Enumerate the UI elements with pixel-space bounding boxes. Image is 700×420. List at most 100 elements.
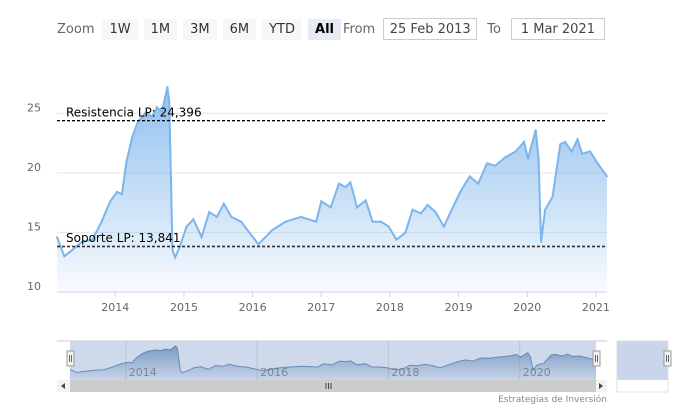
- y-axis: 10 15 20 25: [27, 101, 41, 293]
- data-point: [315, 220, 318, 223]
- data-point: [145, 111, 148, 114]
- scrollbar-thumb[interactable]: [70, 380, 596, 392]
- data-point: [570, 150, 573, 153]
- data-point: [344, 186, 347, 189]
- zoom-label: Zoom: [57, 21, 95, 37]
- data-point: [395, 238, 398, 241]
- data-point: [109, 200, 112, 203]
- data-point: [136, 120, 139, 123]
- data-point: [116, 190, 119, 193]
- navigator[interactable]: 2014201620182020: [57, 340, 672, 393]
- data-point: [150, 115, 153, 118]
- data-point: [192, 218, 195, 221]
- data-point: [468, 175, 471, 178]
- to-date-input[interactable]: 1 Mar 2021: [510, 18, 605, 40]
- credits[interactable]: Estrategias de Inversión: [498, 395, 607, 405]
- series-line: [56, 86, 608, 261]
- x-axis: 2014 2015 2016 2017 2018 2019 2020 2021: [57, 291, 610, 314]
- data-point: [540, 240, 543, 243]
- data-point: [300, 215, 303, 218]
- x-tick-label: 2019: [445, 301, 473, 314]
- data-point: [185, 225, 188, 228]
- scroll-left-arrow-icon[interactable]: [61, 383, 65, 389]
- data-point: [537, 156, 540, 159]
- y-tick-label: 25: [27, 101, 41, 114]
- data-point: [526, 157, 529, 160]
- data-point: [514, 150, 517, 153]
- data-point: [80, 240, 83, 243]
- data-point: [534, 128, 537, 131]
- data-point: [364, 199, 367, 202]
- x-tick-label: 2021: [582, 301, 610, 314]
- x-tick-label: 2018: [376, 301, 404, 314]
- data-point: [240, 220, 243, 223]
- data-point: [380, 220, 383, 223]
- data-point: [56, 236, 58, 239]
- data-point: [120, 193, 123, 196]
- range-button-1m[interactable]: 1M: [143, 18, 178, 40]
- navigator-series-area: [70, 346, 596, 380]
- data-point: [208, 211, 211, 214]
- data-point: [160, 111, 163, 114]
- data-point: [434, 211, 437, 214]
- data-point: [131, 136, 134, 139]
- data-point: [215, 215, 218, 218]
- series-area: [57, 87, 607, 292]
- navigator-series-line: [69, 345, 597, 374]
- series-points: [56, 86, 608, 259]
- data-point: [596, 162, 599, 165]
- data-point: [320, 200, 323, 203]
- range-selector: Zoom 1W 1M 3M 6M YTD All From 25 Feb 201…: [57, 17, 605, 41]
- data-point: [426, 204, 429, 207]
- data-point: [284, 220, 287, 223]
- range-button-all[interactable]: All: [308, 18, 341, 40]
- from-date-input[interactable]: 25 Feb 2013: [383, 18, 478, 40]
- data-point: [174, 256, 177, 259]
- y-tick-label: 20: [27, 161, 41, 174]
- x-tick-label: 2015: [170, 301, 198, 314]
- range-button-6m[interactable]: 6M: [222, 18, 257, 40]
- range-button-1w[interactable]: 1W: [102, 18, 138, 40]
- data-point: [559, 143, 562, 146]
- data-point: [387, 225, 390, 228]
- range-button-ytd[interactable]: YTD: [262, 18, 303, 40]
- data-point: [329, 206, 332, 209]
- x-tick-label: 2017: [307, 301, 335, 314]
- navigator-handle-left[interactable]: [66, 350, 75, 367]
- y-tick-label: 15: [27, 220, 41, 233]
- data-point: [168, 100, 171, 103]
- data-point: [155, 106, 158, 109]
- data-point: [419, 212, 422, 215]
- data-point: [100, 220, 103, 223]
- x-tick-label: 2014: [101, 301, 129, 314]
- data-point: [257, 243, 260, 246]
- data-point: [477, 182, 480, 185]
- x-tick-label: 2016: [239, 301, 267, 314]
- plot-line-label: Resistencia LP: 24,396: [66, 105, 202, 119]
- scroll-right-arrow-icon[interactable]: [599, 383, 603, 389]
- navigator-handle-right[interactable]: [592, 350, 601, 367]
- data-point: [494, 164, 497, 167]
- data-point: [230, 215, 233, 218]
- plot-line-label: Soporte LP: 13,841: [66, 231, 181, 245]
- data-point: [70, 249, 73, 252]
- data-point: [371, 220, 374, 223]
- to-label: To: [487, 21, 501, 37]
- data-point: [576, 138, 579, 141]
- data-point: [411, 208, 414, 211]
- data-point: [442, 225, 445, 228]
- data-point: [356, 206, 359, 209]
- data-point: [171, 249, 174, 252]
- x-tick-label: 2020: [513, 301, 541, 314]
- data-point: [544, 208, 547, 211]
- from-label: From: [343, 21, 376, 37]
- data-point: [551, 195, 554, 198]
- data-point: [166, 86, 169, 89]
- range-button-3m[interactable]: 3M: [183, 18, 217, 40]
- data-point: [606, 175, 608, 178]
- navigator-overflow-handle[interactable]: [663, 350, 672, 367]
- data-point: [523, 140, 526, 143]
- data-point: [349, 181, 352, 184]
